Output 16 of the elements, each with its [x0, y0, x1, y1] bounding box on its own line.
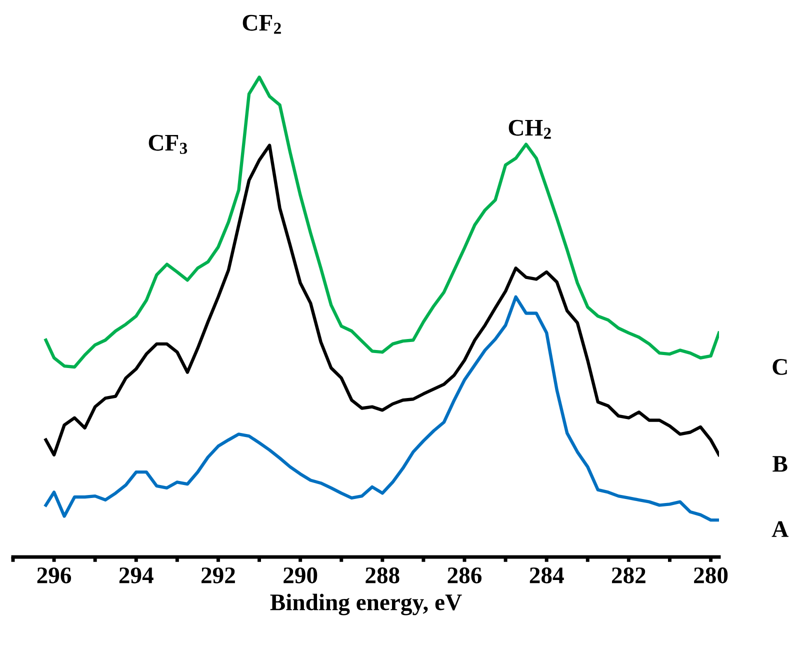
x-tick-label: 284 [530, 567, 564, 584]
annotation: CH$_{2}$ [508, 120, 551, 139]
annotation: CF$_{3}$ [148, 134, 188, 154]
x-tick-label: 280 [694, 567, 728, 584]
x-tick-label: 288 [366, 567, 400, 584]
text: CF$_{2}$ [242, 14, 281, 34]
text: B [772, 456, 788, 472]
text: C [772, 359, 787, 375]
text: A [772, 521, 788, 537]
x-tick-label: 296 [37, 567, 72, 584]
x-axis-title: Binding energy, eV [270, 594, 462, 616]
x-tick-label: 282 [612, 567, 646, 584]
x-tick-label: 292 [202, 567, 235, 584]
x-tick-label: 290 [284, 567, 318, 584]
x-tick-label: 294 [119, 567, 154, 584]
x-tick-label: 286 [448, 567, 482, 584]
